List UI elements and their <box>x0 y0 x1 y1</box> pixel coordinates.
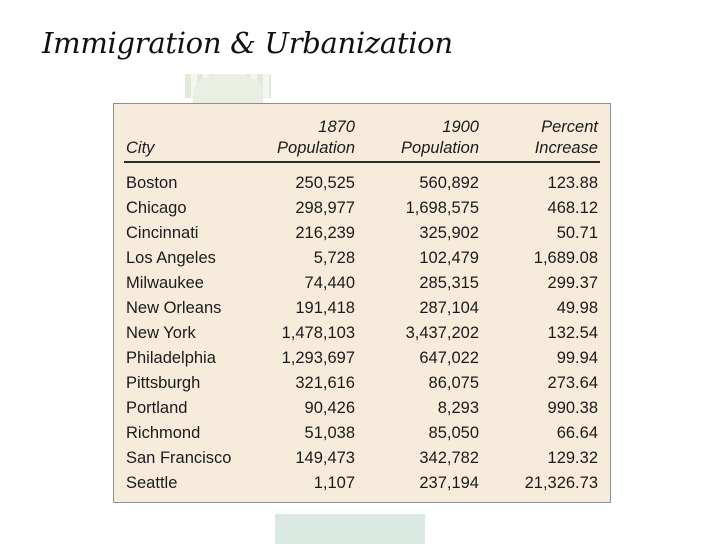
slide-title: Immigration & Urbanization <box>42 26 453 60</box>
table-row: Cincinnati 216,239 325,902 50.71 <box>114 221 610 246</box>
city-cell: Portland <box>126 399 188 417</box>
percent-increase-cell: 123.88 <box>547 174 598 192</box>
population-1870-cell: 321,616 <box>295 374 355 392</box>
table-row: Portland 90,426 8,293 990.38 <box>114 396 610 421</box>
population-1900-cell: 237,194 <box>419 474 479 492</box>
table-row: Pittsburgh 321,616 86,075 273.64 <box>114 371 610 396</box>
percent-increase-cell: 21,326.73 <box>524 474 598 492</box>
population-1870-cell: 1,478,103 <box>281 324 355 342</box>
population-1870-cell: 90,426 <box>304 399 355 417</box>
population-1900-cell: 86,075 <box>428 374 479 392</box>
table-row: Boston 250,525 560,892 123.88 <box>114 171 610 196</box>
city-cell: Los Angeles <box>126 249 216 267</box>
city-cell: Chicago <box>126 199 187 217</box>
population-1900-cell: 647,022 <box>419 349 479 367</box>
population-1870-cell: 298,977 <box>295 199 355 217</box>
table-row: Seattle 1,107 237,194 21,326.73 <box>114 471 610 496</box>
percent-increase-cell: 299.37 <box>547 274 598 292</box>
percent-increase-cell: 49.98 <box>556 299 598 317</box>
city-cell: Milwaukee <box>126 274 204 292</box>
population-1900-cell: 285,315 <box>419 274 479 292</box>
percent-increase-cell: 50.71 <box>556 224 598 242</box>
population-1900-cell: 102,479 <box>419 249 479 267</box>
percent-increase-cell: 66.64 <box>556 424 598 442</box>
population-1900-cell: 560,892 <box>419 174 479 192</box>
population-1870-cell: 149,473 <box>295 449 355 467</box>
population-1870-cell: 216,239 <box>295 224 355 242</box>
population-1870-cell: 51,038 <box>304 424 355 442</box>
percent-increase-cell: 129.32 <box>547 449 598 467</box>
percent-increase-cell: 99.94 <box>556 349 598 367</box>
header-city: City <box>126 139 155 157</box>
header-rule <box>124 161 600 163</box>
header-1900-population: 1900 Population <box>401 118 479 157</box>
population-1870-cell: 5,728 <box>313 249 355 267</box>
percent-increase-cell: 273.64 <box>547 374 598 392</box>
city-cell: New Orleans <box>126 299 222 317</box>
population-1900-cell: 325,902 <box>419 224 479 242</box>
table-row: New York 1,478,103 3,437,202 132.54 <box>114 321 610 346</box>
header-percent-increase: Percent Increase <box>534 118 598 157</box>
population-1870-cell: 1,107 <box>313 474 355 492</box>
population-1900-cell: 85,050 <box>428 424 479 442</box>
city-cell: Cincinnati <box>126 224 199 242</box>
city-cell: San Francisco <box>126 449 232 467</box>
population-1900-cell: 8,293 <box>437 399 479 417</box>
table-row: Richmond 51,038 85,050 66.64 <box>114 421 610 446</box>
population-1900-cell: 287,104 <box>419 299 479 317</box>
header-1870-population: 1870 Population <box>277 118 355 157</box>
table-row: Milwaukee 74,440 285,315 299.37 <box>114 271 610 296</box>
population-1900-cell: 1,698,575 <box>405 199 479 217</box>
population-1870-cell: 1,293,697 <box>281 349 355 367</box>
city-cell: Philadelphia <box>126 349 216 367</box>
percent-increase-cell: 468.12 <box>547 199 598 217</box>
city-cell: Boston <box>126 174 178 192</box>
table-row: Chicago 298,977 1,698,575 468.12 <box>114 196 610 221</box>
percent-increase-cell: 990.38 <box>547 399 598 417</box>
city-cell: Seattle <box>126 474 178 492</box>
population-1900-cell: 342,782 <box>419 449 479 467</box>
table-row: San Francisco 149,473 342,782 129.32 <box>114 446 610 471</box>
population-1870-cell: 74,440 <box>304 274 355 292</box>
population-1870-cell: 250,525 <box>295 174 355 192</box>
table-row: Los Angeles 5,728 102,479 1,689.08 <box>114 246 610 271</box>
city-cell: Richmond <box>126 424 201 442</box>
city-cell: Pittsburgh <box>126 374 201 392</box>
table-row: Philadelphia 1,293,697 647,022 99.94 <box>114 346 610 371</box>
population-1900-cell: 3,437,202 <box>405 324 479 342</box>
city-cell: New York <box>126 324 196 342</box>
percent-increase-cell: 132.54 <box>547 324 598 342</box>
table-row: New Orleans 191,418 287,104 49.98 <box>114 296 610 321</box>
percent-increase-cell: 1,689.08 <box>533 249 598 267</box>
population-table: City 1870 Population 1900 Population Per… <box>113 103 611 503</box>
population-1870-cell: 191,418 <box>295 299 355 317</box>
